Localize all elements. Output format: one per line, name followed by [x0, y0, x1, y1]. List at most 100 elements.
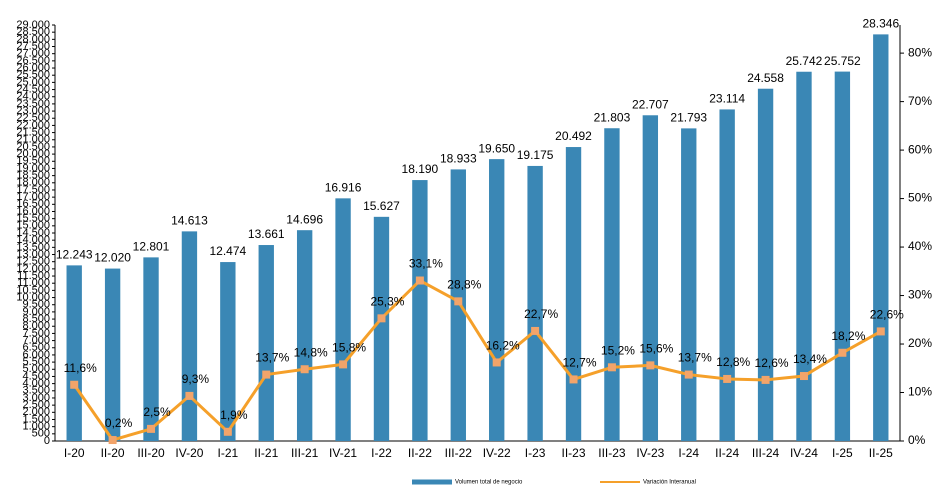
y-tick-label: 24.000 [16, 91, 50, 103]
y-tick-label: 8.500 [22, 313, 50, 325]
y-tick-label: 27.500 [16, 40, 50, 52]
bar [565, 147, 582, 442]
x-tick-label: IV-22 [483, 446, 511, 460]
y-tick-label: 19.000 [16, 162, 50, 174]
bar [796, 71, 812, 442]
y-tick-label: 25.000 [16, 76, 50, 88]
line-marker [147, 424, 156, 433]
y-tick-label: 13.500 [16, 241, 50, 253]
x-tick-label: IV-24 [790, 446, 818, 460]
line-marker [70, 380, 79, 389]
x-tick-label: II-24 [715, 446, 739, 460]
y2-tick-label: 40% [908, 239, 932, 253]
line-marker [415, 276, 424, 285]
line-value-label: 18,2% [831, 329, 865, 343]
line-marker [454, 297, 463, 306]
y2-tick-label: 20% [908, 336, 932, 350]
line-value-label: 15,2% [601, 343, 635, 357]
y-tick-label: 18.500 [16, 170, 50, 182]
y-tick-label: 16.000 [16, 205, 50, 217]
y-tick-label: 17.000 [16, 191, 50, 203]
line [72, 279, 882, 442]
bar [642, 115, 659, 441]
bar-value-label: 21.803 [594, 110, 631, 124]
bar-value-label: 12.801 [133, 240, 170, 254]
line-marker [799, 372, 808, 381]
line-marker [646, 361, 655, 370]
y-tick-label: 26.500 [16, 55, 50, 67]
legend-swatch [412, 479, 452, 485]
y-tick-label: 27.000 [16, 48, 50, 60]
bar [104, 268, 121, 441]
legend-label: Variación Interanual [643, 480, 696, 486]
bar [412, 180, 428, 442]
y-tick-label: 2.000 [22, 406, 50, 418]
line-value-label: 9,3% [182, 372, 210, 386]
y2-tick-label: 80% [908, 45, 932, 59]
bar [873, 34, 889, 441]
y-tick-label: 17.500 [16, 184, 50, 196]
line-marker [838, 348, 847, 357]
bar-value-label: 24.558 [747, 71, 784, 85]
y-tick-label: 12.500 [16, 256, 50, 268]
y-tick-label: 18.000 [16, 177, 50, 189]
bar-value-label: 21.793 [670, 111, 707, 125]
line-value-label: 25,3% [370, 295, 404, 309]
y2-tick-label: 70% [908, 94, 932, 108]
y-tick-label: 4.000 [22, 378, 50, 390]
bar-value-label: 13.661 [248, 227, 285, 241]
bar [489, 159, 505, 441]
line-value-label: 16,2% [486, 339, 520, 353]
bar [220, 262, 236, 441]
bar-value-label: 19.175 [517, 148, 554, 162]
x-tick-label: II-22 [408, 446, 432, 460]
line-marker [723, 374, 732, 383]
y-tick-label: 16.500 [16, 198, 50, 210]
y-tick-label: 25.500 [16, 69, 50, 81]
y-tick-label: 20.000 [16, 148, 50, 160]
y-tick-label: 15.000 [16, 220, 50, 232]
bar-value-label: 14.613 [171, 214, 208, 228]
line-value-label: 0,2% [105, 416, 133, 430]
bar-value-label: 28.346 [862, 17, 899, 31]
x-tick-label: I-20 [64, 446, 85, 460]
y2-tick-label: 10% [908, 385, 932, 399]
y-tick-label: 8.000 [22, 320, 50, 332]
bar [296, 230, 313, 441]
line-marker [876, 327, 885, 336]
y-tick-label: 6.000 [22, 349, 50, 361]
legend-label: Volumen total de negocio [455, 480, 523, 486]
bar-value-label: 14.696 [286, 212, 323, 226]
x-tick-label: III-24 [752, 446, 780, 460]
line-marker [684, 370, 693, 379]
y-tick-label: 21.000 [16, 134, 50, 146]
line-value-label: 13,7% [255, 351, 289, 365]
y-tick-label: 15.500 [16, 213, 50, 225]
bar [757, 88, 774, 441]
bar [335, 198, 351, 441]
y-tick-label: 500 [32, 428, 50, 440]
bar-value-label: 15.627 [363, 199, 400, 213]
x-tick-label: II-20 [101, 446, 125, 460]
bar-value-label: 16.916 [325, 181, 362, 195]
x-tick-label: IV-21 [329, 446, 357, 460]
y-tick-label: 3.000 [22, 392, 50, 404]
bar-value-label: 23.114 [709, 92, 745, 106]
line-value-label: 2,5% [143, 405, 171, 419]
y-tick-label: 7.500 [22, 327, 50, 339]
line-marker [492, 358, 501, 367]
y2-tick-label: 50% [908, 191, 932, 205]
bar [834, 71, 851, 441]
x-tick-label: I-21 [217, 446, 238, 460]
y-tick-label: 3.500 [22, 385, 50, 397]
y-tick-label: 6.500 [22, 342, 50, 354]
line-value-label: 11,6% [64, 361, 97, 375]
y-tick-label: 23.500 [16, 98, 50, 110]
line-marker [108, 436, 117, 445]
y-tick-label: 24.500 [16, 83, 50, 95]
bar [604, 128, 620, 441]
line-value-label: 15,6% [639, 342, 673, 356]
x-tick-label: III-21 [291, 446, 319, 460]
